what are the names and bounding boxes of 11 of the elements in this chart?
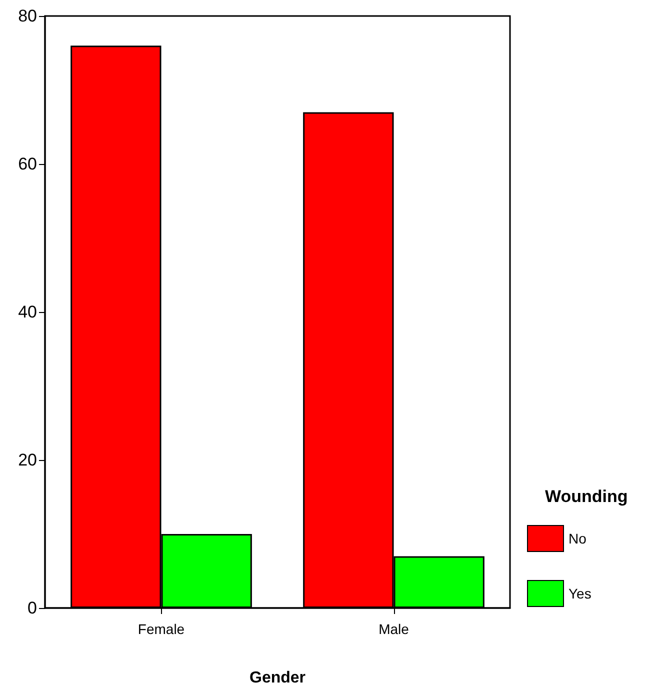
x-tick-label: Female (138, 621, 185, 637)
legend-label: No (568, 530, 587, 546)
legend-title: Wounding (545, 487, 628, 506)
x-tick-label: Male (378, 621, 410, 637)
legend-label: Yes (568, 586, 592, 602)
y-tick-label: 0 (28, 598, 37, 618)
y-tick-label: 60 (18, 154, 37, 174)
x-axis-title: Gender (249, 670, 306, 686)
y-tick-label: 40 (18, 302, 37, 322)
y-tick-label: 80 (18, 6, 37, 26)
y-tick-label: 20 (18, 450, 37, 470)
